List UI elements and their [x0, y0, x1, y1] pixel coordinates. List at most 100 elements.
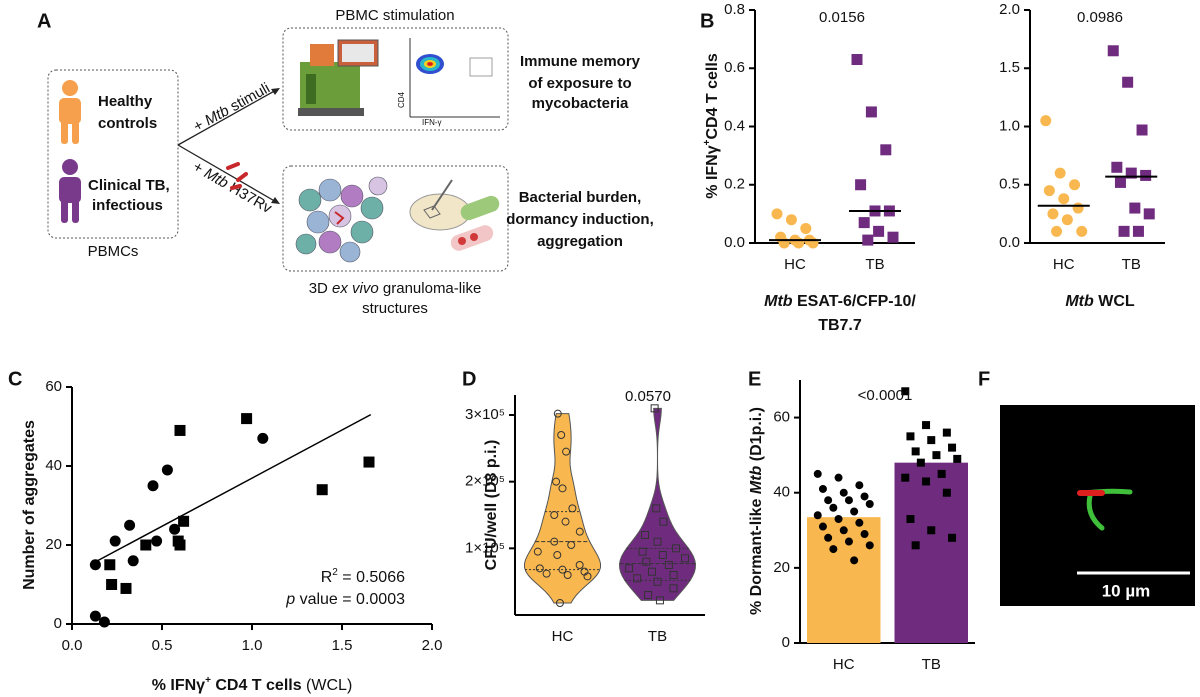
- data-point: [151, 535, 163, 547]
- x-tick-label: TB: [648, 628, 667, 645]
- annotation: p value = 0.0003: [285, 591, 405, 608]
- data-point: [652, 504, 661, 513]
- x-axis-label-part: Mtb: [1065, 293, 1094, 310]
- outcome-text: of exposure to: [528, 75, 631, 92]
- model-label: 3D ex vivo granuloma-like: [309, 280, 482, 297]
- annotation-part: 2: [332, 567, 338, 578]
- data-point: [1072, 202, 1084, 214]
- data-point: [535, 564, 544, 573]
- data-point: [659, 517, 668, 526]
- model-label: structures: [362, 300, 428, 317]
- outcome-text: Immune memory: [520, 53, 641, 70]
- data-point: [257, 432, 269, 444]
- data-point: [363, 456, 375, 468]
- data-point: [824, 496, 833, 505]
- data-point: [568, 504, 577, 513]
- panel-label: E: [748, 368, 761, 390]
- data-point: [583, 572, 592, 581]
- data-point: [1118, 225, 1130, 237]
- box-title: PBMC stimulation: [335, 7, 454, 24]
- data-point: [942, 488, 951, 497]
- y-axis-label-part: Mtb: [748, 465, 765, 494]
- x-tick-label: HC: [552, 628, 574, 645]
- data-point: [829, 545, 838, 554]
- y-tick-label: 0.2: [724, 176, 745, 193]
- flow-axis-label: CD4: [397, 91, 406, 108]
- data-point: [829, 503, 838, 512]
- data-point: [1129, 202, 1141, 214]
- x-tick-label: HC: [1053, 256, 1075, 273]
- y-tick-label: 40: [45, 457, 62, 474]
- data-point: [887, 231, 899, 243]
- p-value: 0.0570: [625, 388, 671, 405]
- data-point: [901, 387, 910, 396]
- group-label: infectious: [92, 197, 163, 214]
- x-tick-label: TB: [1122, 256, 1141, 273]
- y-tick-label: 40: [773, 484, 790, 501]
- data-point: [860, 530, 869, 539]
- data-point: [862, 234, 874, 246]
- x-axis-label-part: ESAT-6/CFP-10/: [793, 293, 917, 310]
- data-point: [855, 179, 867, 191]
- model-label-part: ex vivo: [332, 280, 379, 297]
- panel-label: B: [700, 10, 714, 32]
- data-point: [638, 547, 647, 556]
- y-axis-label: % IFNγ+CD4 T cells: [702, 53, 721, 199]
- data-point: [553, 551, 562, 559]
- data-point: [873, 225, 885, 237]
- data-point: [625, 564, 634, 573]
- data-point: [948, 443, 957, 452]
- y-tick-label: 3×10⁵: [465, 406, 505, 423]
- group-label: Clinical TB,: [88, 177, 170, 194]
- bar: [807, 517, 881, 643]
- x-axis-label-part: +: [205, 675, 211, 686]
- data-point: [106, 579, 118, 590]
- x-axis-label: % IFNγ+ CD4 T cells (WCL): [152, 675, 353, 694]
- data-point: [563, 571, 572, 579]
- y-tick-label: 2×10⁵: [465, 473, 505, 490]
- outcome-text: Bacterial burden,: [519, 189, 642, 206]
- granuloma-box: [282, 165, 509, 272]
- scale-bar-label: 10 µm: [1102, 581, 1151, 600]
- data-point: [161, 464, 173, 476]
- x-tick-label: HC: [784, 256, 806, 273]
- data-point: [316, 484, 328, 496]
- data-point: [1107, 45, 1119, 57]
- x-tick-label: 1.0: [242, 637, 263, 654]
- bar: [894, 462, 968, 643]
- data-point: [1143, 208, 1155, 220]
- data-point: [1051, 225, 1063, 237]
- arrow-label-part: stimuli: [224, 80, 273, 117]
- data-point: [865, 499, 874, 508]
- data-point: [927, 526, 936, 535]
- data-point: [655, 596, 664, 605]
- x-tick-label: 0.0: [62, 637, 83, 654]
- data-point: [1114, 176, 1126, 188]
- data-point: [818, 522, 827, 531]
- panel-label: F: [978, 368, 990, 390]
- data-point: [858, 217, 870, 229]
- x-tick-label: 2.0: [422, 637, 443, 654]
- data-point: [127, 555, 139, 567]
- stimulation-box: [282, 27, 509, 131]
- data-point: [558, 484, 567, 493]
- data-point: [174, 539, 186, 551]
- group-label: Healthy: [98, 93, 153, 110]
- panel-label: D: [462, 368, 476, 390]
- x-tick-label: 1.5: [332, 637, 353, 654]
- arrow-head: [271, 197, 280, 204]
- data-point: [813, 469, 822, 478]
- x-axis-label-part: (WCL): [302, 677, 353, 694]
- data-point: [922, 421, 931, 430]
- data-point: [839, 488, 848, 497]
- x-axis-label: Mtb WCL: [1065, 293, 1135, 310]
- data-point: [953, 454, 962, 463]
- outcome-text: dormancy induction,: [506, 211, 654, 228]
- data-point: [839, 526, 848, 535]
- data-point: [557, 431, 566, 439]
- y-tick-label: 0.5: [999, 176, 1020, 193]
- data-point: [124, 519, 136, 531]
- data-point: [1125, 167, 1137, 179]
- x-axis-label-part: WCL: [1094, 293, 1135, 310]
- data-point: [932, 451, 941, 460]
